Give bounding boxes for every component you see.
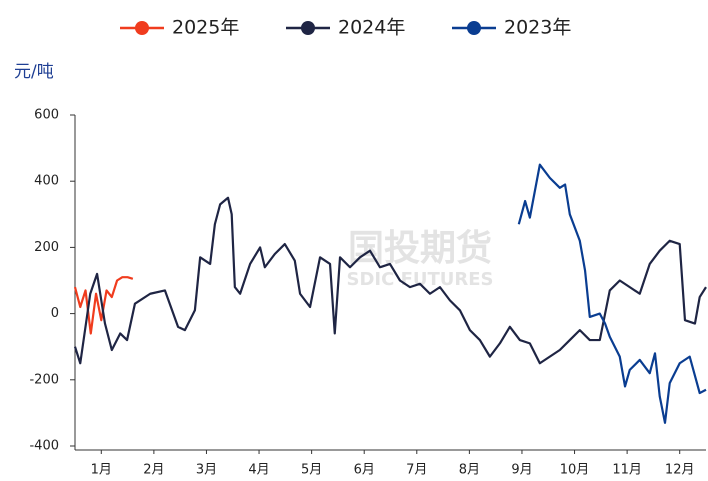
x-tick-label: 7月 bbox=[406, 463, 427, 478]
y-tick-label: 600 bbox=[34, 108, 59, 123]
x-tick-label: 11月 bbox=[612, 463, 642, 478]
series-line bbox=[73, 276, 134, 335]
x-tick-label: 6月 bbox=[354, 463, 375, 478]
legend-label: 2025年 bbox=[172, 17, 239, 39]
legend-marker bbox=[467, 21, 481, 35]
series-line bbox=[517, 163, 707, 424]
x-tick-label: 8月 bbox=[459, 463, 480, 478]
y-axis-label: 元/吨 bbox=[14, 62, 54, 82]
series-line bbox=[73, 196, 707, 365]
x-tick-label: 9月 bbox=[511, 463, 532, 478]
watermark: 国投期货 bbox=[348, 228, 492, 269]
legend-label: 2024年 bbox=[338, 17, 405, 39]
y-tick-label: 200 bbox=[34, 240, 59, 255]
x-tick-label: 4月 bbox=[248, 463, 269, 478]
legend-label: 2023年 bbox=[504, 17, 571, 39]
y-tick-label: 400 bbox=[34, 174, 59, 189]
x-tick-label: 2月 bbox=[143, 463, 164, 478]
y-tick-label: 0 bbox=[51, 306, 59, 321]
x-tick-label: 5月 bbox=[301, 463, 322, 478]
x-tick-label: 1月 bbox=[91, 463, 112, 478]
y-tick-label: -200 bbox=[29, 372, 59, 387]
legend-marker bbox=[301, 21, 315, 35]
x-tick-label: 10月 bbox=[560, 463, 590, 478]
y-tick-label: -400 bbox=[29, 439, 59, 454]
x-tick-label: 3月 bbox=[196, 463, 217, 478]
x-tick-label: 12月 bbox=[665, 463, 695, 478]
watermark-sub: SDIC FUTURES bbox=[346, 269, 493, 290]
legend-marker bbox=[135, 21, 149, 35]
